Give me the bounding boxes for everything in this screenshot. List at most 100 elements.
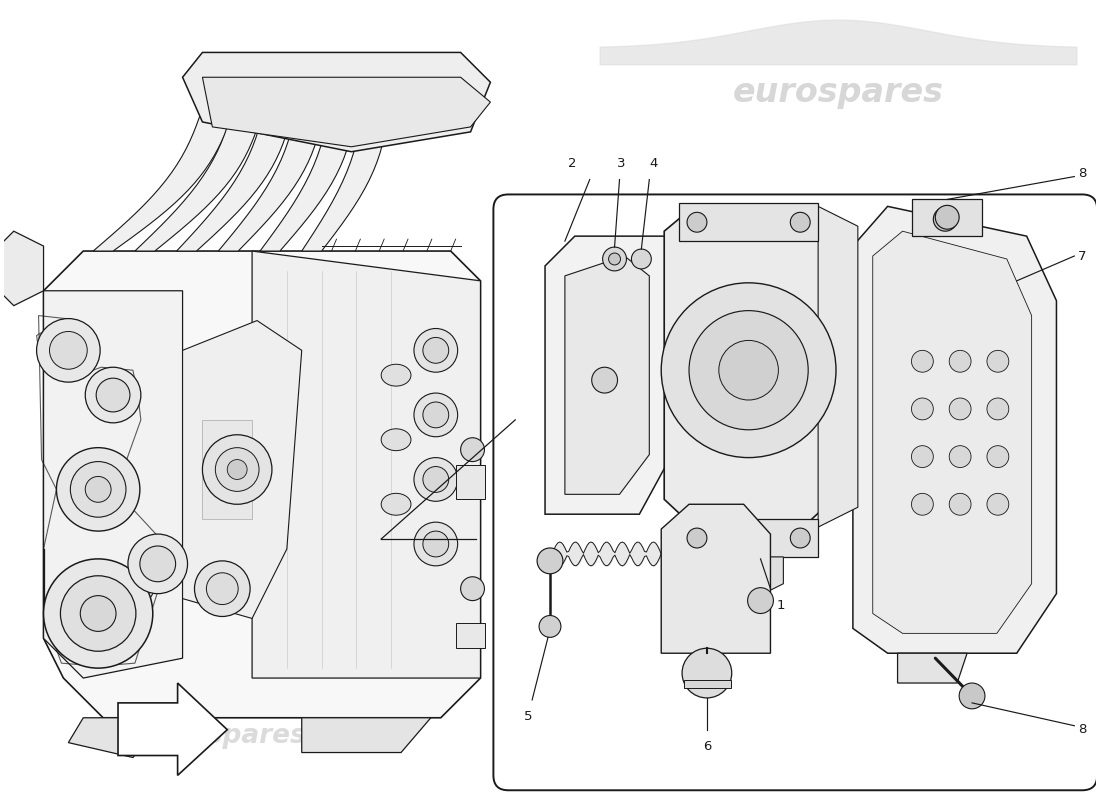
Polygon shape [818,206,858,527]
Polygon shape [177,86,294,251]
Text: 3: 3 [617,157,626,170]
Polygon shape [301,718,431,753]
Polygon shape [679,519,818,557]
Polygon shape [872,231,1032,634]
Text: 7: 7 [1078,250,1087,262]
Polygon shape [183,53,491,152]
Polygon shape [913,199,982,236]
Circle shape [86,477,111,502]
Polygon shape [455,465,485,499]
Polygon shape [118,683,228,775]
Circle shape [987,398,1009,420]
Text: 6: 6 [703,740,711,753]
Circle shape [949,350,971,372]
Circle shape [195,561,250,617]
Text: 5: 5 [524,710,532,723]
Polygon shape [135,94,262,251]
Polygon shape [218,78,326,251]
Circle shape [949,398,971,420]
Circle shape [688,212,707,232]
Polygon shape [664,206,833,527]
Polygon shape [455,623,485,648]
Text: eurospares: eurospares [708,507,858,531]
Polygon shape [565,256,649,494]
Circle shape [202,434,272,504]
Circle shape [682,648,732,698]
Circle shape [949,446,971,467]
Circle shape [422,466,449,492]
Text: 1: 1 [777,598,785,612]
Circle shape [935,206,959,229]
Circle shape [140,546,176,582]
Polygon shape [44,290,183,678]
Polygon shape [739,557,783,594]
Circle shape [790,212,811,232]
Polygon shape [68,718,167,758]
Circle shape [422,338,449,363]
Circle shape [422,531,449,557]
Circle shape [537,548,563,574]
Circle shape [50,331,87,370]
Circle shape [631,249,651,269]
Ellipse shape [382,429,411,450]
Circle shape [207,573,239,605]
Circle shape [539,615,561,638]
Circle shape [80,596,116,631]
Circle shape [70,462,126,517]
Circle shape [56,448,140,531]
Circle shape [688,528,707,548]
Polygon shape [202,78,491,146]
Circle shape [790,528,811,548]
Circle shape [949,494,971,515]
Text: 8: 8 [1078,723,1087,736]
Circle shape [603,247,627,271]
Ellipse shape [382,494,411,515]
Circle shape [36,318,100,382]
Polygon shape [301,62,389,251]
Text: eurospares: eurospares [139,722,306,749]
Polygon shape [684,680,730,688]
Circle shape [422,402,449,428]
Circle shape [912,398,933,420]
Circle shape [86,367,141,423]
Text: 4: 4 [649,157,658,170]
Text: eurospares: eurospares [733,76,944,109]
Circle shape [959,683,985,709]
Polygon shape [202,420,252,519]
Polygon shape [0,231,44,306]
Circle shape [96,378,130,412]
FancyBboxPatch shape [494,194,1097,790]
Circle shape [912,494,933,515]
Polygon shape [94,102,230,251]
Circle shape [987,494,1009,515]
Circle shape [44,559,153,668]
Ellipse shape [382,364,411,386]
Circle shape [592,367,617,393]
Polygon shape [252,251,481,678]
Polygon shape [544,236,669,514]
Circle shape [748,588,773,614]
Polygon shape [852,206,1056,654]
Circle shape [414,393,458,437]
Circle shape [912,446,933,467]
Circle shape [228,459,248,479]
Polygon shape [44,251,481,718]
Circle shape [461,438,484,462]
Circle shape [912,350,933,372]
Circle shape [414,522,458,566]
Circle shape [987,350,1009,372]
Circle shape [128,534,187,594]
Text: 8: 8 [1078,167,1087,180]
Circle shape [60,576,136,651]
Polygon shape [679,203,818,241]
Circle shape [689,310,808,430]
Circle shape [718,341,779,400]
Circle shape [216,448,258,491]
Circle shape [661,283,836,458]
Circle shape [987,446,1009,467]
Circle shape [461,577,484,601]
Circle shape [608,253,620,265]
Polygon shape [260,70,358,251]
Text: 2: 2 [568,157,576,170]
Polygon shape [898,654,967,683]
